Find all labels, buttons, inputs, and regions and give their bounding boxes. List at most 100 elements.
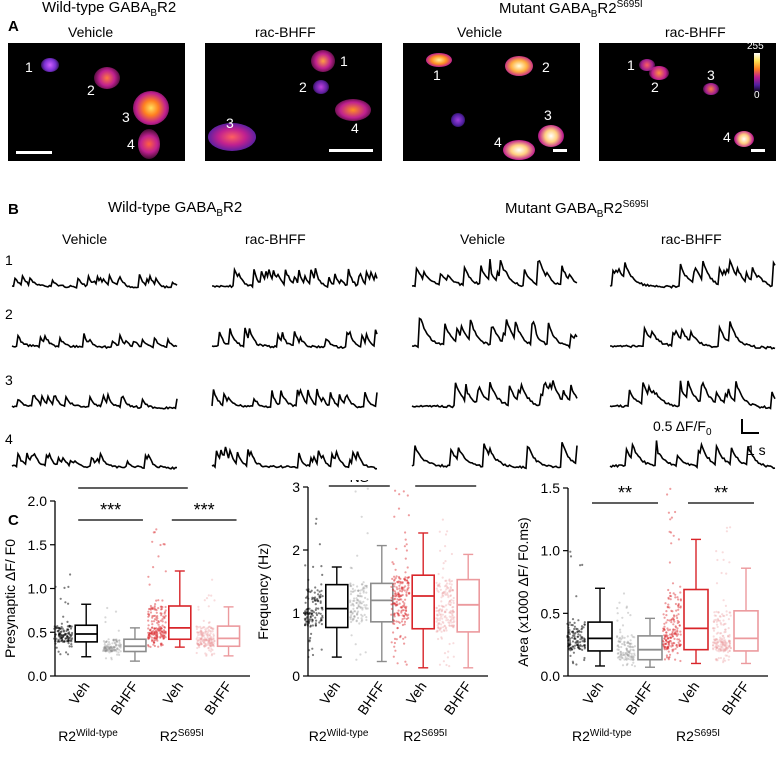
data-point xyxy=(678,643,681,646)
data-point xyxy=(203,645,206,648)
data-point xyxy=(352,603,355,606)
y-tick-label: 0.5 xyxy=(541,605,561,621)
data-point xyxy=(629,646,632,649)
data-point xyxy=(406,614,409,617)
data-point xyxy=(315,619,318,622)
data-point xyxy=(147,607,151,611)
data-point xyxy=(164,570,167,573)
data-point xyxy=(400,590,404,593)
data-point xyxy=(619,653,623,656)
data-point xyxy=(308,649,311,652)
data-point xyxy=(211,630,214,633)
x-tick-label: Veh xyxy=(403,679,430,708)
data-point xyxy=(118,639,121,642)
data-point xyxy=(205,644,208,647)
data-point xyxy=(162,634,165,637)
data-point xyxy=(669,518,672,521)
cell-label-4: 4 xyxy=(127,136,135,152)
data-point xyxy=(577,641,580,644)
data-point xyxy=(207,630,210,633)
data-point xyxy=(203,599,206,602)
data-point xyxy=(401,582,404,585)
data-point xyxy=(313,591,316,594)
data-point xyxy=(147,634,150,637)
data-point xyxy=(396,598,399,601)
data-point xyxy=(437,584,441,587)
data-point xyxy=(724,644,727,648)
data-point xyxy=(104,649,107,652)
data-point xyxy=(724,646,727,649)
data-point xyxy=(306,608,309,611)
data-point xyxy=(117,629,120,632)
data-point xyxy=(156,631,159,634)
data-point xyxy=(160,630,163,633)
data-point xyxy=(403,605,406,608)
box-1: Veh xyxy=(53,573,98,707)
data-point xyxy=(352,599,355,602)
data-point xyxy=(310,632,313,635)
data-point xyxy=(398,580,401,583)
data-point xyxy=(157,621,160,624)
data-point xyxy=(104,620,107,624)
data-point xyxy=(63,586,66,589)
data-point xyxy=(448,624,451,627)
data-point xyxy=(110,649,113,652)
data-point xyxy=(449,589,452,592)
data-point xyxy=(352,617,355,621)
data-point xyxy=(195,625,198,628)
data-point xyxy=(398,602,401,605)
data-point xyxy=(443,652,447,655)
data-point xyxy=(404,579,407,582)
data-point xyxy=(350,585,353,588)
data-point xyxy=(212,634,215,637)
data-point xyxy=(716,640,719,643)
data-point xyxy=(162,637,165,640)
data-point xyxy=(116,647,119,650)
data-point xyxy=(164,632,167,635)
data-point xyxy=(677,538,681,541)
data-point xyxy=(199,641,202,644)
data-point xyxy=(679,606,682,609)
b-mut-vehicle-label: Vehicle xyxy=(460,231,506,247)
data-point xyxy=(672,618,675,621)
data-point xyxy=(667,596,670,599)
data-point xyxy=(630,656,633,659)
data-point xyxy=(210,654,213,657)
data-point xyxy=(403,604,406,607)
data-point xyxy=(102,640,105,643)
data-point xyxy=(452,616,455,619)
data-point xyxy=(208,625,211,628)
data-point xyxy=(362,581,365,584)
data-point xyxy=(204,630,208,633)
data-point xyxy=(662,613,665,616)
data-point xyxy=(438,582,441,585)
box-iqr xyxy=(168,605,192,641)
data-point xyxy=(157,645,160,648)
data-point xyxy=(359,589,362,592)
data-point xyxy=(451,624,454,627)
data-point xyxy=(361,608,364,611)
data-point xyxy=(627,651,631,654)
data-point xyxy=(356,554,359,557)
data-point xyxy=(54,633,57,636)
data-point xyxy=(203,644,206,647)
data-point xyxy=(618,637,621,640)
data-point xyxy=(208,639,211,642)
data-point xyxy=(443,624,446,627)
data-point xyxy=(354,643,357,646)
data-point xyxy=(106,645,109,648)
trace-row1-col4 xyxy=(609,257,776,289)
data-point xyxy=(445,585,448,588)
data-point xyxy=(119,643,122,646)
data-point xyxy=(390,603,393,606)
data-point xyxy=(451,606,454,609)
data-point xyxy=(209,641,212,644)
data-point xyxy=(583,647,586,650)
data-point xyxy=(315,612,318,615)
data-point xyxy=(678,644,681,647)
data-point xyxy=(147,631,150,634)
data-point xyxy=(351,619,354,622)
data-point xyxy=(567,631,570,634)
data-point xyxy=(443,610,446,613)
trace-row4-col1 xyxy=(11,451,177,471)
